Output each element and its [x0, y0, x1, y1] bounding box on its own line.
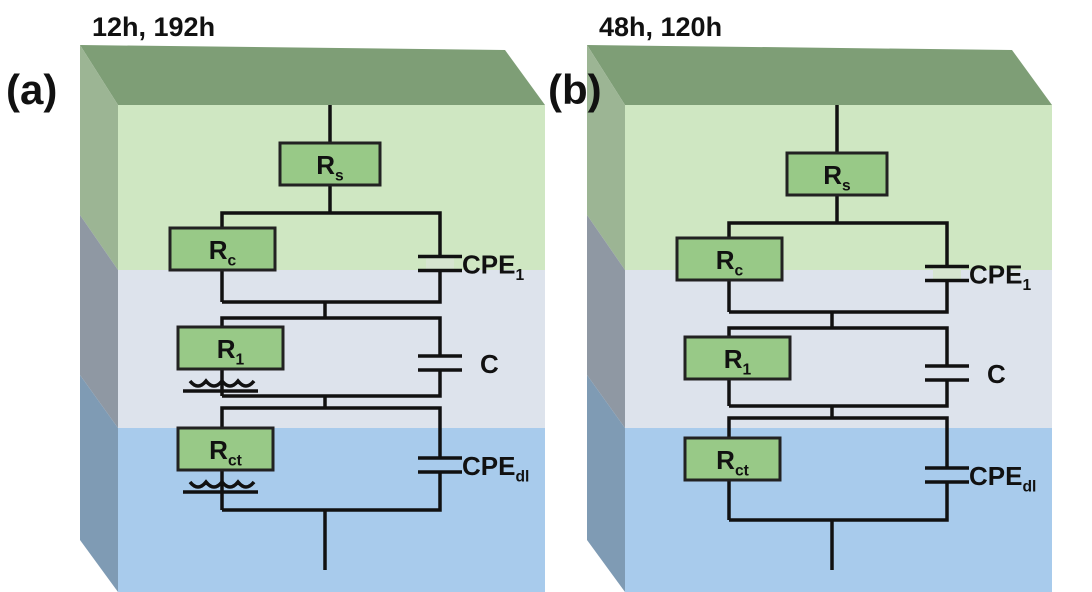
cap-gap	[426, 356, 454, 370]
capacitor-label-sub: dl	[1022, 479, 1036, 496]
resistor-label-sub: s	[842, 178, 851, 195]
resistor-label-main: R	[823, 160, 842, 190]
capacitor-label: CPE1	[462, 250, 524, 285]
cap-gap	[933, 267, 961, 281]
panel-title: 48h, 120h	[599, 12, 722, 42]
resistor-label-main: R	[716, 445, 735, 475]
cap-gap	[426, 257, 454, 271]
capacitor-label-main: CPE	[462, 250, 515, 280]
resistor-label-main: R	[716, 245, 735, 275]
resistor-label-sub: c	[228, 253, 237, 270]
resistor-label-sub: ct	[735, 463, 749, 480]
resistor-label-sub: ct	[228, 453, 242, 470]
panel-title: 12h, 192h	[92, 12, 215, 42]
capacitor-label-sub: 1	[515, 267, 524, 284]
resistor-label-main: R	[209, 435, 228, 465]
cap-gap	[426, 458, 454, 472]
capacitor-label-sub: 1	[1022, 277, 1031, 294]
cap-gap	[933, 366, 961, 380]
capacitor-label-main: C	[987, 359, 1006, 389]
capacitor-label-main: CPE	[462, 451, 515, 481]
capacitor-label-sub: dl	[515, 469, 529, 486]
resistor-label-sub: 1	[236, 352, 245, 369]
resistor-label-sub: 1	[743, 362, 752, 379]
capacitor-label: C	[480, 349, 499, 379]
capacitor-label: C	[987, 359, 1006, 389]
panel-label: (a)	[6, 66, 57, 113]
resistor-label-main: R	[209, 235, 228, 265]
resistor-label-sub: s	[335, 168, 344, 185]
capacitor-label-main: CPE	[969, 260, 1022, 290]
cap-gap	[933, 468, 961, 482]
capacitor-label: CPE1	[969, 260, 1031, 295]
block-top	[587, 45, 1052, 105]
diagram: 12h, 192h(a)CPE1CCPEdlRsRcR1Rct48h, 120h…	[0, 0, 1092, 592]
resistor-label-main: R	[217, 334, 236, 364]
resistor-label-sub: c	[735, 263, 744, 280]
block-top	[80, 45, 545, 105]
capacitor-label-main: CPE	[969, 461, 1022, 491]
capacitor-label-main: C	[480, 349, 499, 379]
resistor-label-main: R	[316, 150, 335, 180]
resistor-label-main: R	[724, 344, 743, 374]
panel-label: (b)	[548, 66, 602, 113]
